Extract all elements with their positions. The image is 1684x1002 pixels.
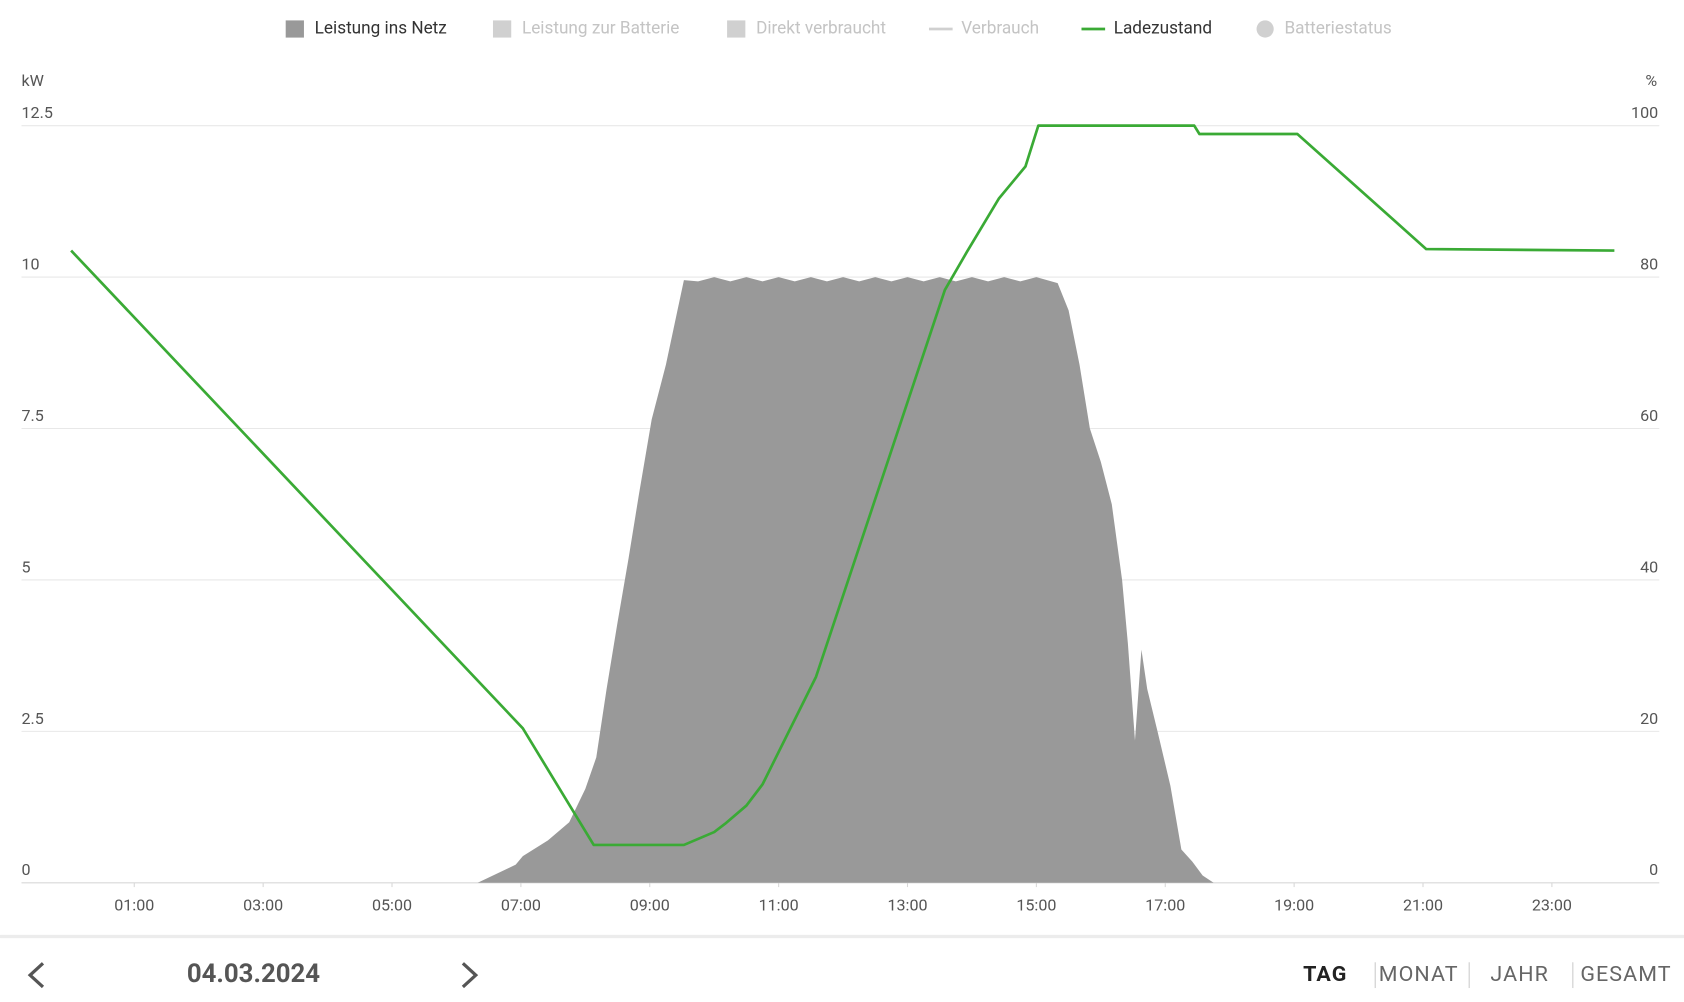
y2-tick-label: 100 xyxy=(1631,103,1658,122)
legend-marker xyxy=(492,20,512,38)
period-switch: TAG MONAT JAHR GESAMT xyxy=(1303,962,1671,989)
y-tick-label: 0 xyxy=(21,860,30,879)
y-unit: kW xyxy=(21,71,43,90)
x-tick-label: 15:00 xyxy=(1016,896,1056,915)
x-tick-label: 19:00 xyxy=(1274,896,1314,915)
x-tick-label: 13:00 xyxy=(887,896,927,915)
y-tick-label: 10 xyxy=(21,255,39,274)
line xyxy=(70,124,1615,847)
period-button[interactable]: GESAMT xyxy=(1580,962,1671,987)
x-tick-label: 17:00 xyxy=(1145,896,1185,915)
y-tick-label: 12.5 xyxy=(21,103,52,122)
period-button[interactable]: JAHR xyxy=(1490,962,1548,987)
x-tick-label: 11:00 xyxy=(759,896,799,915)
y2-unit: % xyxy=(1645,71,1657,90)
y-tick-label: 5 xyxy=(21,557,30,576)
legend-marker xyxy=(285,20,304,38)
legend-marker xyxy=(1256,20,1274,38)
area xyxy=(477,277,1214,883)
y2-tick-label: 20 xyxy=(1640,709,1658,728)
legend-item[interactable]: Ladezustand xyxy=(1081,19,1212,39)
x-tick-label: 09:00 xyxy=(630,896,670,915)
legend-label: Ladezustand xyxy=(1114,19,1212,39)
prev-button[interactable] xyxy=(27,962,45,989)
legend-label: Direkt verbraucht xyxy=(756,19,886,39)
period-button[interactable]: MONAT xyxy=(1379,962,1459,987)
y2-tick-label: 80 xyxy=(1640,255,1658,274)
x-tick-label: 03:00 xyxy=(243,896,283,915)
legend-label: Leistung ins Netz xyxy=(315,19,447,39)
legend-item[interactable]: Batteriestatus xyxy=(1256,19,1392,39)
legend-item[interactable]: Verbrauch xyxy=(928,19,1039,39)
legend-item[interactable]: Leistung zur Batterie xyxy=(492,19,679,39)
plot xyxy=(21,124,1660,888)
y2-tick-label: 40 xyxy=(1640,557,1658,576)
legend-label: Batteriestatus xyxy=(1284,19,1391,39)
y2-tick-label: 60 xyxy=(1640,406,1658,425)
next-button[interactable] xyxy=(461,962,479,989)
x-tick-label: 23:00 xyxy=(1532,896,1572,915)
x-tick-label: 21:00 xyxy=(1403,896,1443,915)
period-button[interactable]: TAG xyxy=(1303,962,1347,987)
legend-item[interactable]: Direkt verbraucht xyxy=(727,19,886,39)
x-tick-label: 07:00 xyxy=(501,896,541,915)
x-tick-label: 01:00 xyxy=(114,896,154,915)
legend-marker xyxy=(727,20,746,38)
y-tick-label: 2.5 xyxy=(21,709,43,728)
date: 04.03.2024 xyxy=(187,959,320,989)
y-tick-label: 7.5 xyxy=(21,406,43,425)
y2-tick-label: 0 xyxy=(1649,860,1658,879)
legend-label: Verbrauch xyxy=(961,19,1039,39)
legend-item[interactable]: Leistung ins Netz xyxy=(285,19,447,39)
x-tick-label: 05:00 xyxy=(372,896,412,915)
legend-label: Leistung zur Batterie xyxy=(522,19,679,39)
